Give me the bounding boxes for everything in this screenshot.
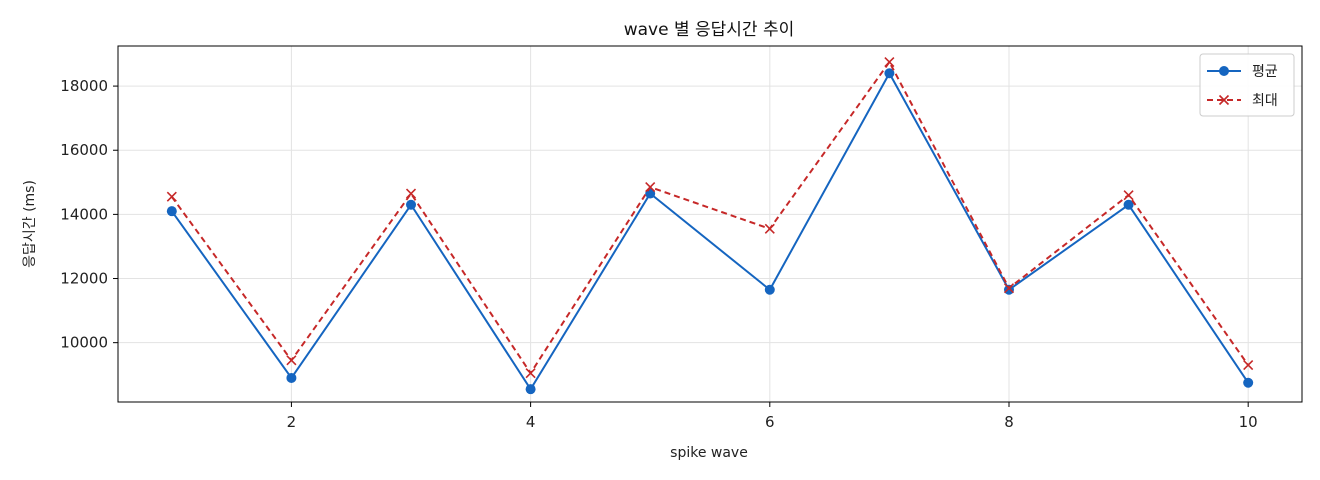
data-point [1243, 377, 1254, 388]
data-point [166, 191, 177, 202]
legend-label: 평균 [1252, 64, 1278, 80]
data-point [1123, 199, 1134, 210]
data-point [764, 284, 775, 295]
x-tick-label: 2 [287, 413, 297, 431]
y-axis-label: 응답시간 (ms) [22, 180, 38, 268]
data-point [1003, 283, 1015, 294]
legend-label: 최대 [1252, 93, 1278, 109]
data-point [286, 355, 297, 366]
data-point [764, 223, 775, 234]
legend-entry: 평균 [1207, 64, 1278, 80]
x-tick-label: 8 [1004, 413, 1014, 431]
data-point [166, 206, 177, 217]
series-line [171, 61, 1249, 375]
x-axis-ticks: 2 4 6 8 10 [287, 402, 1258, 431]
data-point [405, 188, 417, 199]
data-point [884, 68, 895, 79]
y-tick-label: 12000 [60, 270, 108, 288]
series-line [171, 72, 1250, 391]
series-1 [166, 68, 1254, 395]
plot-area-frame [117, 45, 1303, 403]
data-point [645, 182, 656, 193]
x-tick-label: 6 [765, 413, 775, 431]
legend-marker [1218, 94, 1230, 106]
legend-box [1199, 53, 1295, 117]
data-point [1123, 190, 1134, 201]
x-axis-label: spike wave [670, 445, 748, 461]
legend-marker [1219, 66, 1229, 76]
data-point [1243, 360, 1254, 371]
y-tick-label: 16000 [60, 141, 108, 159]
x-tick-label: 10 [1239, 413, 1258, 431]
legend-entry: 최대 [1207, 93, 1278, 109]
data-point [525, 384, 536, 395]
y-axis-ticks: 10000 12000 14000 16000 18000 [60, 77, 118, 352]
y-tick-label: 18000 [60, 77, 108, 95]
series-layer [166, 56, 1254, 395]
series-2 [166, 56, 1254, 379]
data-point [525, 368, 536, 379]
data-point [884, 56, 895, 68]
chart-title: wave 별 응답시간 추이 [624, 20, 795, 40]
data-point [286, 372, 297, 383]
y-tick-label: 14000 [60, 205, 108, 223]
x-tick-label: 4 [526, 413, 536, 431]
y-tick-label: 10000 [60, 334, 108, 352]
data-point [406, 199, 417, 210]
